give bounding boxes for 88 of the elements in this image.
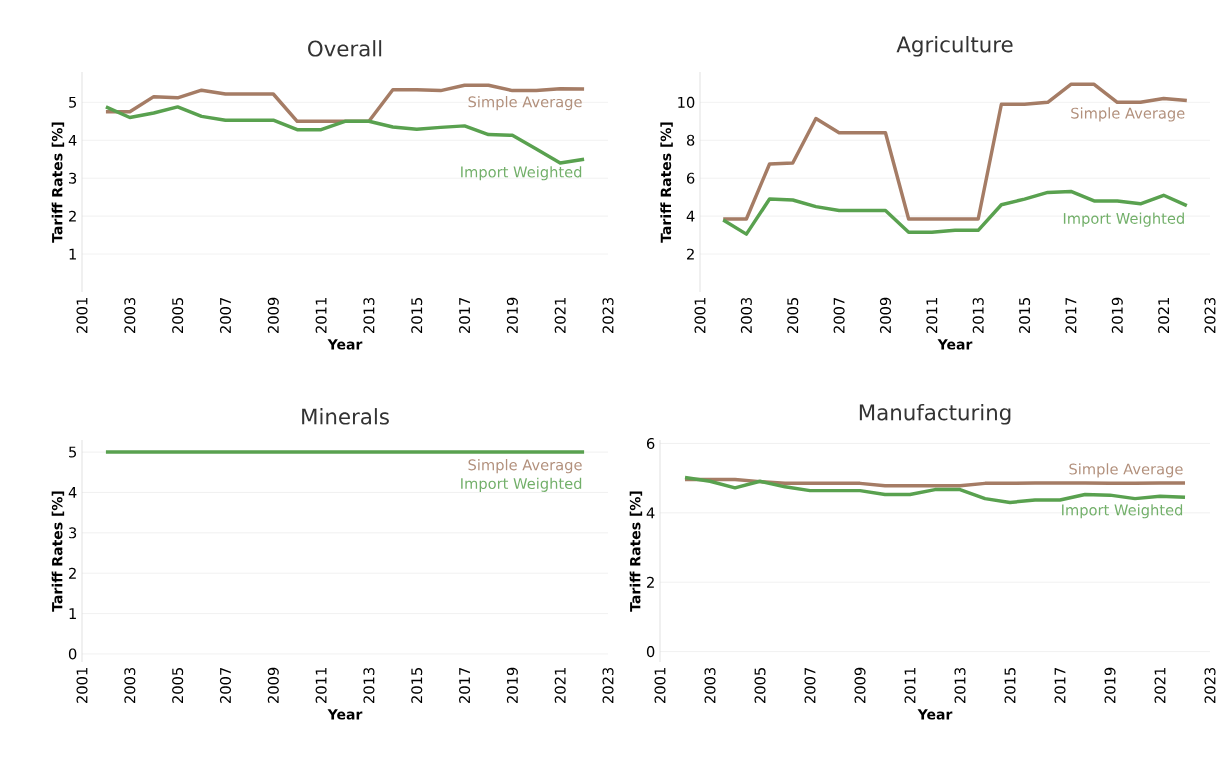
y-tick-label: 3 [69, 527, 77, 539]
x-tick-label: 2021 [1158, 298, 1170, 333]
x-tick-label: 2003 [124, 667, 136, 703]
x-tick-label: 2015 [411, 297, 423, 333]
x-tick-label: 2001 [694, 298, 706, 333]
series-label: Import Weighted [1063, 212, 1184, 227]
x-tick-label: 2021 [554, 668, 566, 703]
y-tick-label: 4 [68, 134, 77, 146]
x-tick-label: 2023 [1204, 297, 1216, 333]
series-label: Simple Average [1071, 107, 1185, 122]
x-tick-label: 2019 [506, 667, 518, 703]
x-tick-label: 2023 [1204, 667, 1216, 703]
y-tick-label: 6 [686, 172, 695, 184]
x-tick-label: 2019 [1111, 297, 1123, 333]
x-tick-label: 2019 [1104, 667, 1116, 703]
x-tick-label: 2023 [602, 667, 614, 703]
x-axis-title: Year [917, 709, 953, 720]
x-tick-label: 2017 [459, 667, 471, 703]
x-tick-label: 2003 [124, 297, 136, 333]
x-tick-label: 2017 [459, 297, 471, 333]
y-axis-title: Tariff Rates [%] [51, 491, 65, 612]
x-tick-label: 2007 [833, 297, 845, 333]
x-tick-label: 2009 [267, 297, 279, 333]
x-axis-title: Year [937, 339, 973, 350]
y-tick-label: 5 [69, 96, 77, 108]
y-tick-label: 1 [69, 608, 76, 619]
x-tick-label: 2005 [787, 297, 799, 333]
y-tick-label: 4 [68, 487, 77, 498]
series-label: Import Weighted [461, 477, 582, 492]
x-tick-label: 2021 [1154, 668, 1166, 703]
x-tick-label: 2011 [315, 668, 327, 703]
series-label: Import Weighted [461, 166, 582, 181]
x-tick-label: 2003 [704, 667, 716, 703]
x-tick-label: 2007 [219, 667, 232, 703]
x-tick-label: 2009 [879, 297, 892, 333]
chart-title: Agriculture [896, 35, 1013, 57]
x-tick-label: 2015 [1004, 667, 1016, 703]
x-tick-label: 2013 [972, 297, 984, 333]
y-tick-label: 6 [646, 437, 655, 450]
x-tick-label: 2005 [754, 667, 766, 703]
series-label: Simple Average [1069, 463, 1183, 478]
x-axis-title: Year [327, 709, 363, 720]
y-tick-label: 3 [69, 172, 77, 184]
x-tick-label: 2011 [904, 668, 916, 703]
x-tick-label: 2013 [954, 667, 966, 703]
x-tick-label: 2001 [76, 668, 88, 703]
y-tick-label: 2 [647, 576, 654, 588]
chart-title: Overall [308, 40, 382, 57]
y-tick-label: 5 [69, 446, 77, 458]
x-tick-label: 2013 [363, 667, 375, 703]
y-tick-label: 2 [69, 567, 76, 579]
x-tick-label: 2009 [854, 667, 866, 703]
y-tick-label: 10 [678, 96, 695, 108]
x-tick-label: 2015 [1019, 297, 1031, 333]
x-tick-label: 2015 [411, 667, 423, 703]
y-tick-label: 0 [646, 646, 655, 658]
x-tick-label: 2001 [654, 668, 666, 703]
x-tick-label: 2023 [602, 297, 614, 333]
y-axis-title: Tariff Rates [%] [51, 122, 65, 243]
x-tick-label: 2007 [804, 667, 816, 703]
y-tick-label: 1 [69, 248, 76, 260]
x-axis-title: Year [327, 339, 363, 350]
x-tick-label: 2001 [76, 298, 88, 333]
x-tick-label: 2013 [363, 297, 375, 333]
x-tick-label: 2017 [1054, 667, 1066, 703]
y-tick-label: 4 [646, 507, 655, 519]
y-tick-label: 4 [686, 210, 695, 222]
y-axis-title: Tariff Rates [%] [629, 491, 643, 612]
series-label: Simple Average [468, 96, 582, 111]
y-axis-title: Tariff Rates [%] [660, 122, 673, 243]
x-tick-label: 2019 [506, 297, 518, 333]
x-tick-label: 2021 [554, 298, 566, 333]
x-tick-label: 2011 [926, 298, 938, 333]
legend-label: Simple Average [468, 459, 582, 474]
x-tick-label: 2009 [267, 667, 279, 703]
x-tick-label: 2003 [740, 297, 752, 333]
y-tick-label: 0 [68, 648, 77, 660]
chart-title: Manufacturing [859, 403, 1011, 425]
y-tick-label: 2 [69, 210, 76, 222]
x-tick-label: 2005 [172, 297, 184, 333]
x-tick-label: 2011 [315, 298, 327, 333]
series-label: Import Weighted [1062, 504, 1183, 519]
chart-title: Minerals [302, 408, 389, 425]
x-tick-label: 2007 [219, 297, 232, 333]
x-tick-label: 2017 [1065, 297, 1077, 333]
y-tick-label: 8 [686, 134, 695, 146]
y-tick-label: 2 [687, 248, 694, 260]
x-tick-label: 2005 [172, 667, 184, 703]
